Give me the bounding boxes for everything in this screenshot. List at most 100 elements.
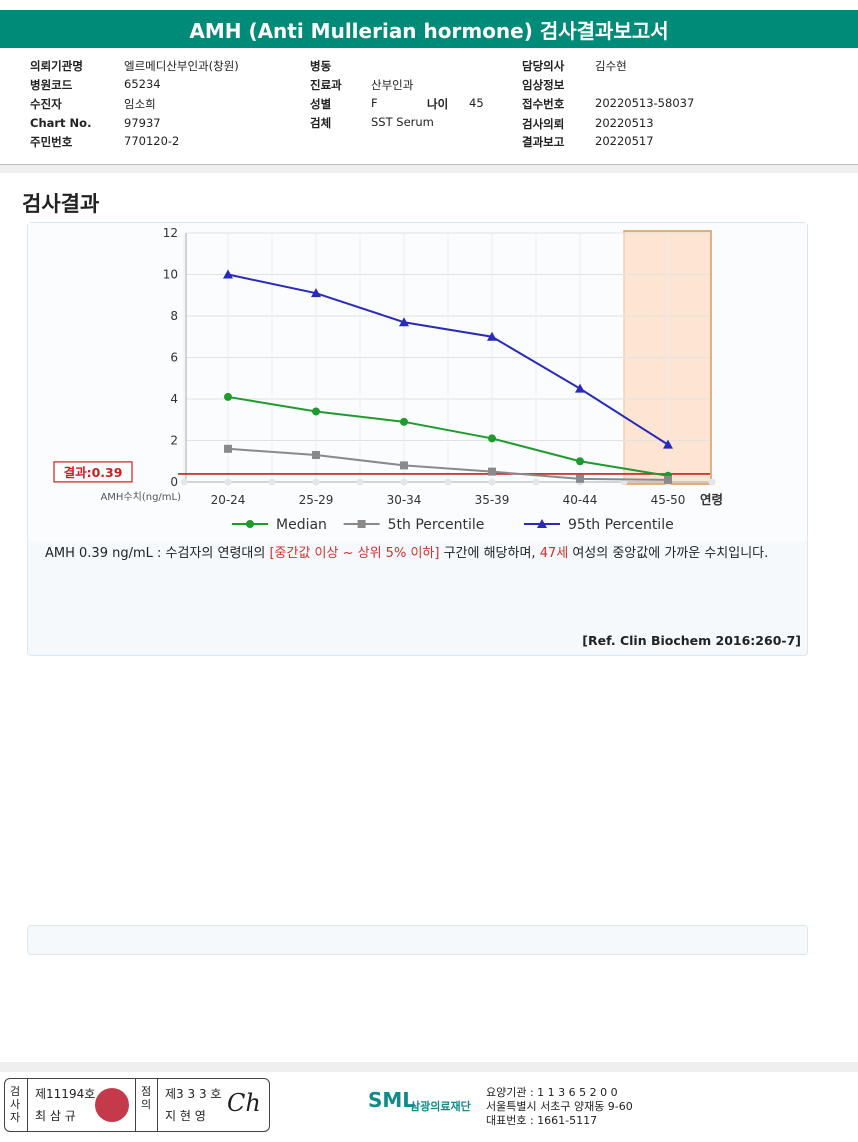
report-title: AMH (Anti Mullerian hormone) 검사결과보고서 [0, 10, 858, 48]
y-tick-label: 6 [170, 351, 178, 365]
chart-no-label: Chart No. [30, 116, 92, 130]
reference-citation: [Ref. Clin Biochem 2016:260-7] [582, 633, 801, 648]
specimen-value: SST Serum [371, 115, 434, 129]
age-label: 나이 [427, 97, 449, 111]
age-value: 45 [469, 96, 484, 110]
specimen-label: 검체 [310, 116, 332, 130]
x-tick-label: 35-39 [475, 493, 510, 507]
x-tick-label: 20-24 [211, 493, 246, 507]
report-date-label: 결과보고 [522, 135, 565, 149]
median-line [227, 395, 669, 477]
5th-percentile-line [227, 447, 669, 481]
result-label: 결과:0.39 [64, 465, 123, 480]
y-tick-label: 4 [170, 392, 178, 406]
y-tick-label: 12 [163, 226, 178, 240]
resident-no-value: 770120-2 [124, 134, 180, 148]
interp-part1: AMH 0.39 ng/mL : 수검자의 연령대의 [45, 546, 270, 561]
request-date-value: 20220513 [595, 116, 654, 130]
x-tick-label: 30-34 [387, 493, 422, 507]
department-label: 진료과 [310, 78, 342, 92]
95th-percentile-point [223, 269, 233, 279]
separator [27, 1079, 28, 1131]
x-axis-dot [532, 478, 540, 486]
clinical-info-label: 임상정보 [522, 78, 565, 92]
legend-marker-95th-percentile [537, 519, 547, 528]
signature: Ch [227, 1089, 261, 1117]
department-value: 산부인과 [371, 78, 414, 92]
comment-box [27, 925, 808, 955]
report-date-value: 20220517 [595, 134, 654, 148]
interp-part2: 구간에 해당하며, [439, 546, 540, 561]
divider [0, 165, 858, 173]
legend-label-95th-percentile: 95th Percentile [568, 517, 674, 533]
y-tick-label: 10 [163, 268, 178, 282]
interpretation-text: AMH 0.39 ng/mL : 수검자의 연령대의 [중간값 이상 ~ 상위 … [45, 543, 795, 564]
y-tick-label: 0 [170, 475, 178, 489]
doctor-value: 김수현 [595, 59, 627, 73]
median-point [488, 434, 496, 443]
5th-percentile-point [312, 451, 320, 460]
sex-label: 성별 [310, 97, 332, 111]
median-point [224, 392, 232, 401]
reviewer-no: 제3 3 3 호 [165, 1087, 222, 1101]
inspector-name: 최 삼 규 [35, 1109, 76, 1123]
x-tick-label: 25-29 [299, 493, 334, 507]
section-title: 검사결과 [22, 192, 100, 216]
amh-chart: 0 2 4 6 8 10 12 20-24 25-29 30-34 35-39 40-44 45-50 연… [53, 226, 723, 533]
legend-marker-median [246, 520, 254, 528]
patient-label: 수진자 [30, 97, 62, 111]
x-axis-dot [312, 478, 320, 486]
seal-stamp [95, 1088, 129, 1122]
interp-part3: 여성의 중앙값에 가까운 수치입니다. [568, 546, 769, 561]
x-axis-dot [268, 478, 276, 486]
95th-percentile-point [575, 383, 585, 393]
interp-range: [중간값 이상 ~ 상위 5% 이하] [269, 546, 440, 561]
sex-value: F [371, 96, 378, 110]
request-date-label: 검사의뢰 [522, 117, 565, 131]
median-point [400, 417, 408, 426]
5th-percentile-point [400, 461, 408, 470]
x-axis-dot [444, 478, 452, 486]
reviewer-label: 점의 [140, 1085, 152, 1111]
logo-text: SML [368, 1088, 416, 1112]
institution-value: 엘르메디산부인과(창원) [124, 59, 239, 73]
receipt-no-value: 20220513-58037 [595, 96, 695, 110]
median-point [312, 407, 320, 416]
ward-label: 병동 [310, 59, 332, 73]
hospital-code-label: 병원코드 [30, 78, 73, 92]
footer-divider [0, 1062, 858, 1072]
x-axis-dot [488, 478, 496, 486]
5th-percentile-point [488, 467, 496, 476]
x-axis-suffix: 연령 [700, 492, 723, 507]
5th-percentile-point [664, 475, 672, 484]
median-point [576, 457, 584, 466]
lab-contact-info: 요양기관 : 1 1 3 6 5 2 0 0 서울특별시 서초구 양재동 9-6… [486, 1086, 633, 1128]
inspector-label: 검사자 [9, 1085, 21, 1124]
x-tick-label: 40-44 [563, 493, 598, 507]
95th-percentile-point [399, 317, 409, 327]
doctor-label: 담당의사 [522, 59, 565, 73]
5th-percentile-point [224, 444, 232, 453]
95th-percentile-line [227, 273, 669, 446]
patient-value: 임소희 [124, 97, 156, 111]
sml-logo: SML 삼광의료재단 [368, 1088, 471, 1113]
x-tick-label: 45-50 [651, 493, 686, 507]
foundation-name: 삼광의료재단 [410, 1100, 471, 1113]
interp-age: 47세 [539, 546, 569, 561]
agency-code: 요양기관 : 1 1 3 6 5 2 0 0 [486, 1086, 618, 1099]
95th-percentile-point [311, 288, 321, 298]
chart-no-value: 97937 [124, 116, 161, 130]
y-tick-label: 2 [170, 434, 178, 448]
inspector-no: 제11194호 [35, 1087, 96, 1101]
legend-label-5th-percentile: 5th Percentile [388, 517, 485, 533]
address: 서울특별시 서초구 양재동 9-60 [486, 1100, 633, 1113]
reviewer-name: 지 현 영 [165, 1109, 206, 1123]
separator [135, 1079, 136, 1131]
y-axis-label: AMH수치(ng/mL) [100, 491, 181, 503]
95th-percentile-point [487, 331, 497, 341]
95th-percentile-point [663, 439, 673, 449]
x-axis-dot [400, 478, 408, 486]
x-axis-dot [708, 478, 716, 486]
hospital-code-value: 65234 [124, 77, 161, 91]
y-tick-label: 8 [170, 309, 178, 323]
